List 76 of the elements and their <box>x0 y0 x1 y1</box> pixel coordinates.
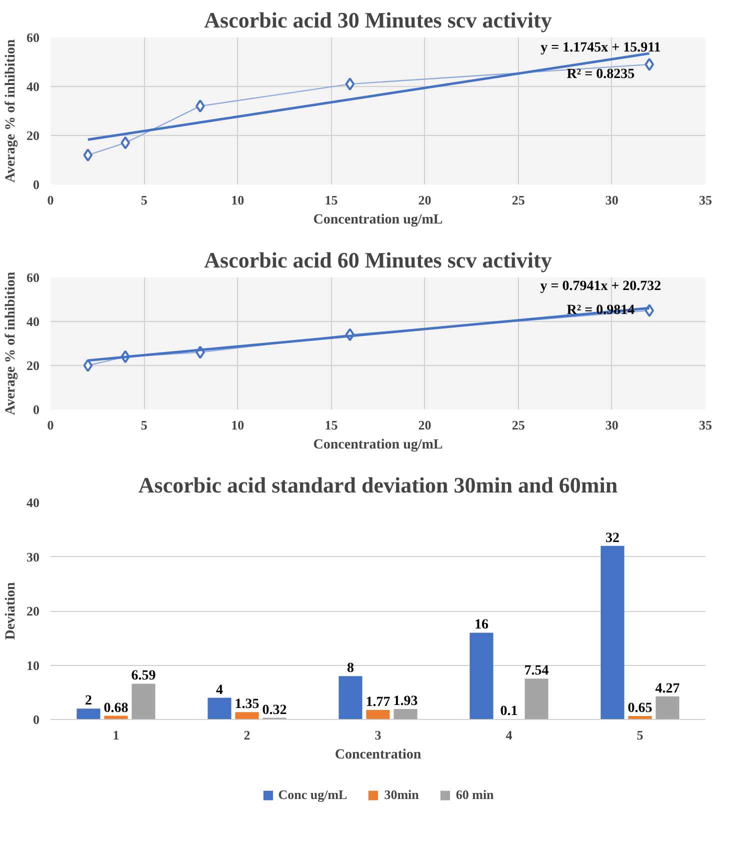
y-tick-label: 40 <box>26 314 40 329</box>
y-tick-label: 0 <box>33 402 40 417</box>
y-tick-label: 40 <box>26 79 40 94</box>
x-tick-label: 30 <box>605 418 618 432</box>
x-tick-label: 30 <box>605 192 618 208</box>
x-tick-label: 0 <box>47 192 54 208</box>
x-tick-label: 10 <box>231 418 244 432</box>
x-tick-label: 35 <box>699 418 712 432</box>
bar <box>76 708 100 720</box>
data-label: 0.32 <box>262 702 287 718</box>
data-label: 8 <box>346 661 354 676</box>
annotation: R² = 0.8235 <box>566 66 635 82</box>
legend-label: 60 min <box>456 787 494 803</box>
chart-title: Ascorbic acid standard deviation 30min and 60min <box>138 472 618 498</box>
data-label: 1.93 <box>393 694 418 710</box>
data-label: 0.65 <box>628 700 652 716</box>
y-tick-label: 10 <box>26 658 40 673</box>
bar <box>600 546 624 720</box>
bar <box>524 678 548 720</box>
x-tick-label: 3 <box>374 728 382 742</box>
data-label: 0.1 <box>500 704 518 719</box>
data-label: 16 <box>474 618 488 633</box>
x-tick-label: 35 <box>699 192 712 208</box>
y-axis-title: Deviation <box>4 582 18 640</box>
x-axis-title: Concentration <box>334 748 422 762</box>
x-tick-label: 15 <box>324 418 338 432</box>
y-tick-label: 60 <box>26 270 40 285</box>
x-tick-label: 1 <box>112 728 120 742</box>
bar <box>470 632 494 720</box>
y-tick-label: 60 <box>26 30 40 45</box>
x-tick-label: 5 <box>636 728 644 742</box>
x-tick-label: 20 <box>418 418 432 432</box>
x-axis-title: Concentration ug/mL <box>313 212 443 228</box>
data-label: 32 <box>605 530 620 546</box>
data-label: 0.68 <box>104 700 128 716</box>
data-label: 7.54 <box>524 664 549 679</box>
y-tick-label: 40 <box>26 495 40 510</box>
x-tick-label: 15 <box>324 192 338 208</box>
data-label: 2 <box>84 694 92 709</box>
y-tick-label: 20 <box>26 604 40 618</box>
x-tick-label: 0 <box>47 418 54 432</box>
x-tick-label: 25 <box>512 418 526 432</box>
x-tick-label: 5 <box>140 418 148 432</box>
data-label: 4.27 <box>655 681 680 696</box>
x-tick-label: 2 <box>244 728 250 742</box>
x-axis-title: Concentration ug/mL <box>313 438 443 452</box>
bar <box>366 710 390 720</box>
y-tick-label: 0 <box>33 712 40 727</box>
y-tick-label: 0 <box>33 177 40 192</box>
legend-label: 30min <box>384 787 419 803</box>
annotation: y = 1.1745x + 15.911 <box>540 40 661 56</box>
x-tick-label: 20 <box>418 192 432 208</box>
data-label: 1.35 <box>234 697 260 712</box>
bar <box>235 712 259 720</box>
x-tick-label: 25 <box>512 192 526 208</box>
chart-title: Ascorbic acid 60 Minutes scv activity <box>204 248 552 272</box>
bar <box>338 676 362 720</box>
y-tick-label: 20 <box>26 358 40 373</box>
bar <box>394 709 418 720</box>
y-axis-title: Average % of inhibition <box>4 272 18 416</box>
bar <box>656 696 680 720</box>
x-tick-label: 10 <box>231 192 244 208</box>
y-axis-title: Average % of inhibition <box>4 39 18 183</box>
chart-title: Ascorbic acid 30 Minutes scv activity <box>204 8 552 32</box>
x-tick-label: 5 <box>140 192 148 208</box>
data-label: 4 <box>216 682 223 698</box>
bar <box>208 698 232 720</box>
data-label: 1.77 <box>366 694 390 710</box>
bar <box>132 684 156 720</box>
x-tick-label: 4 <box>506 728 513 742</box>
legend-label: Conc ug/mL <box>278 787 348 803</box>
y-tick-label: 20 <box>26 128 40 143</box>
y-tick-label: 30 <box>26 549 40 564</box>
data-label: 6.59 <box>131 668 156 684</box>
annotation: y = 0.7941x + 20.732 <box>540 279 662 294</box>
annotation: R² = 0.9814 <box>566 303 635 318</box>
